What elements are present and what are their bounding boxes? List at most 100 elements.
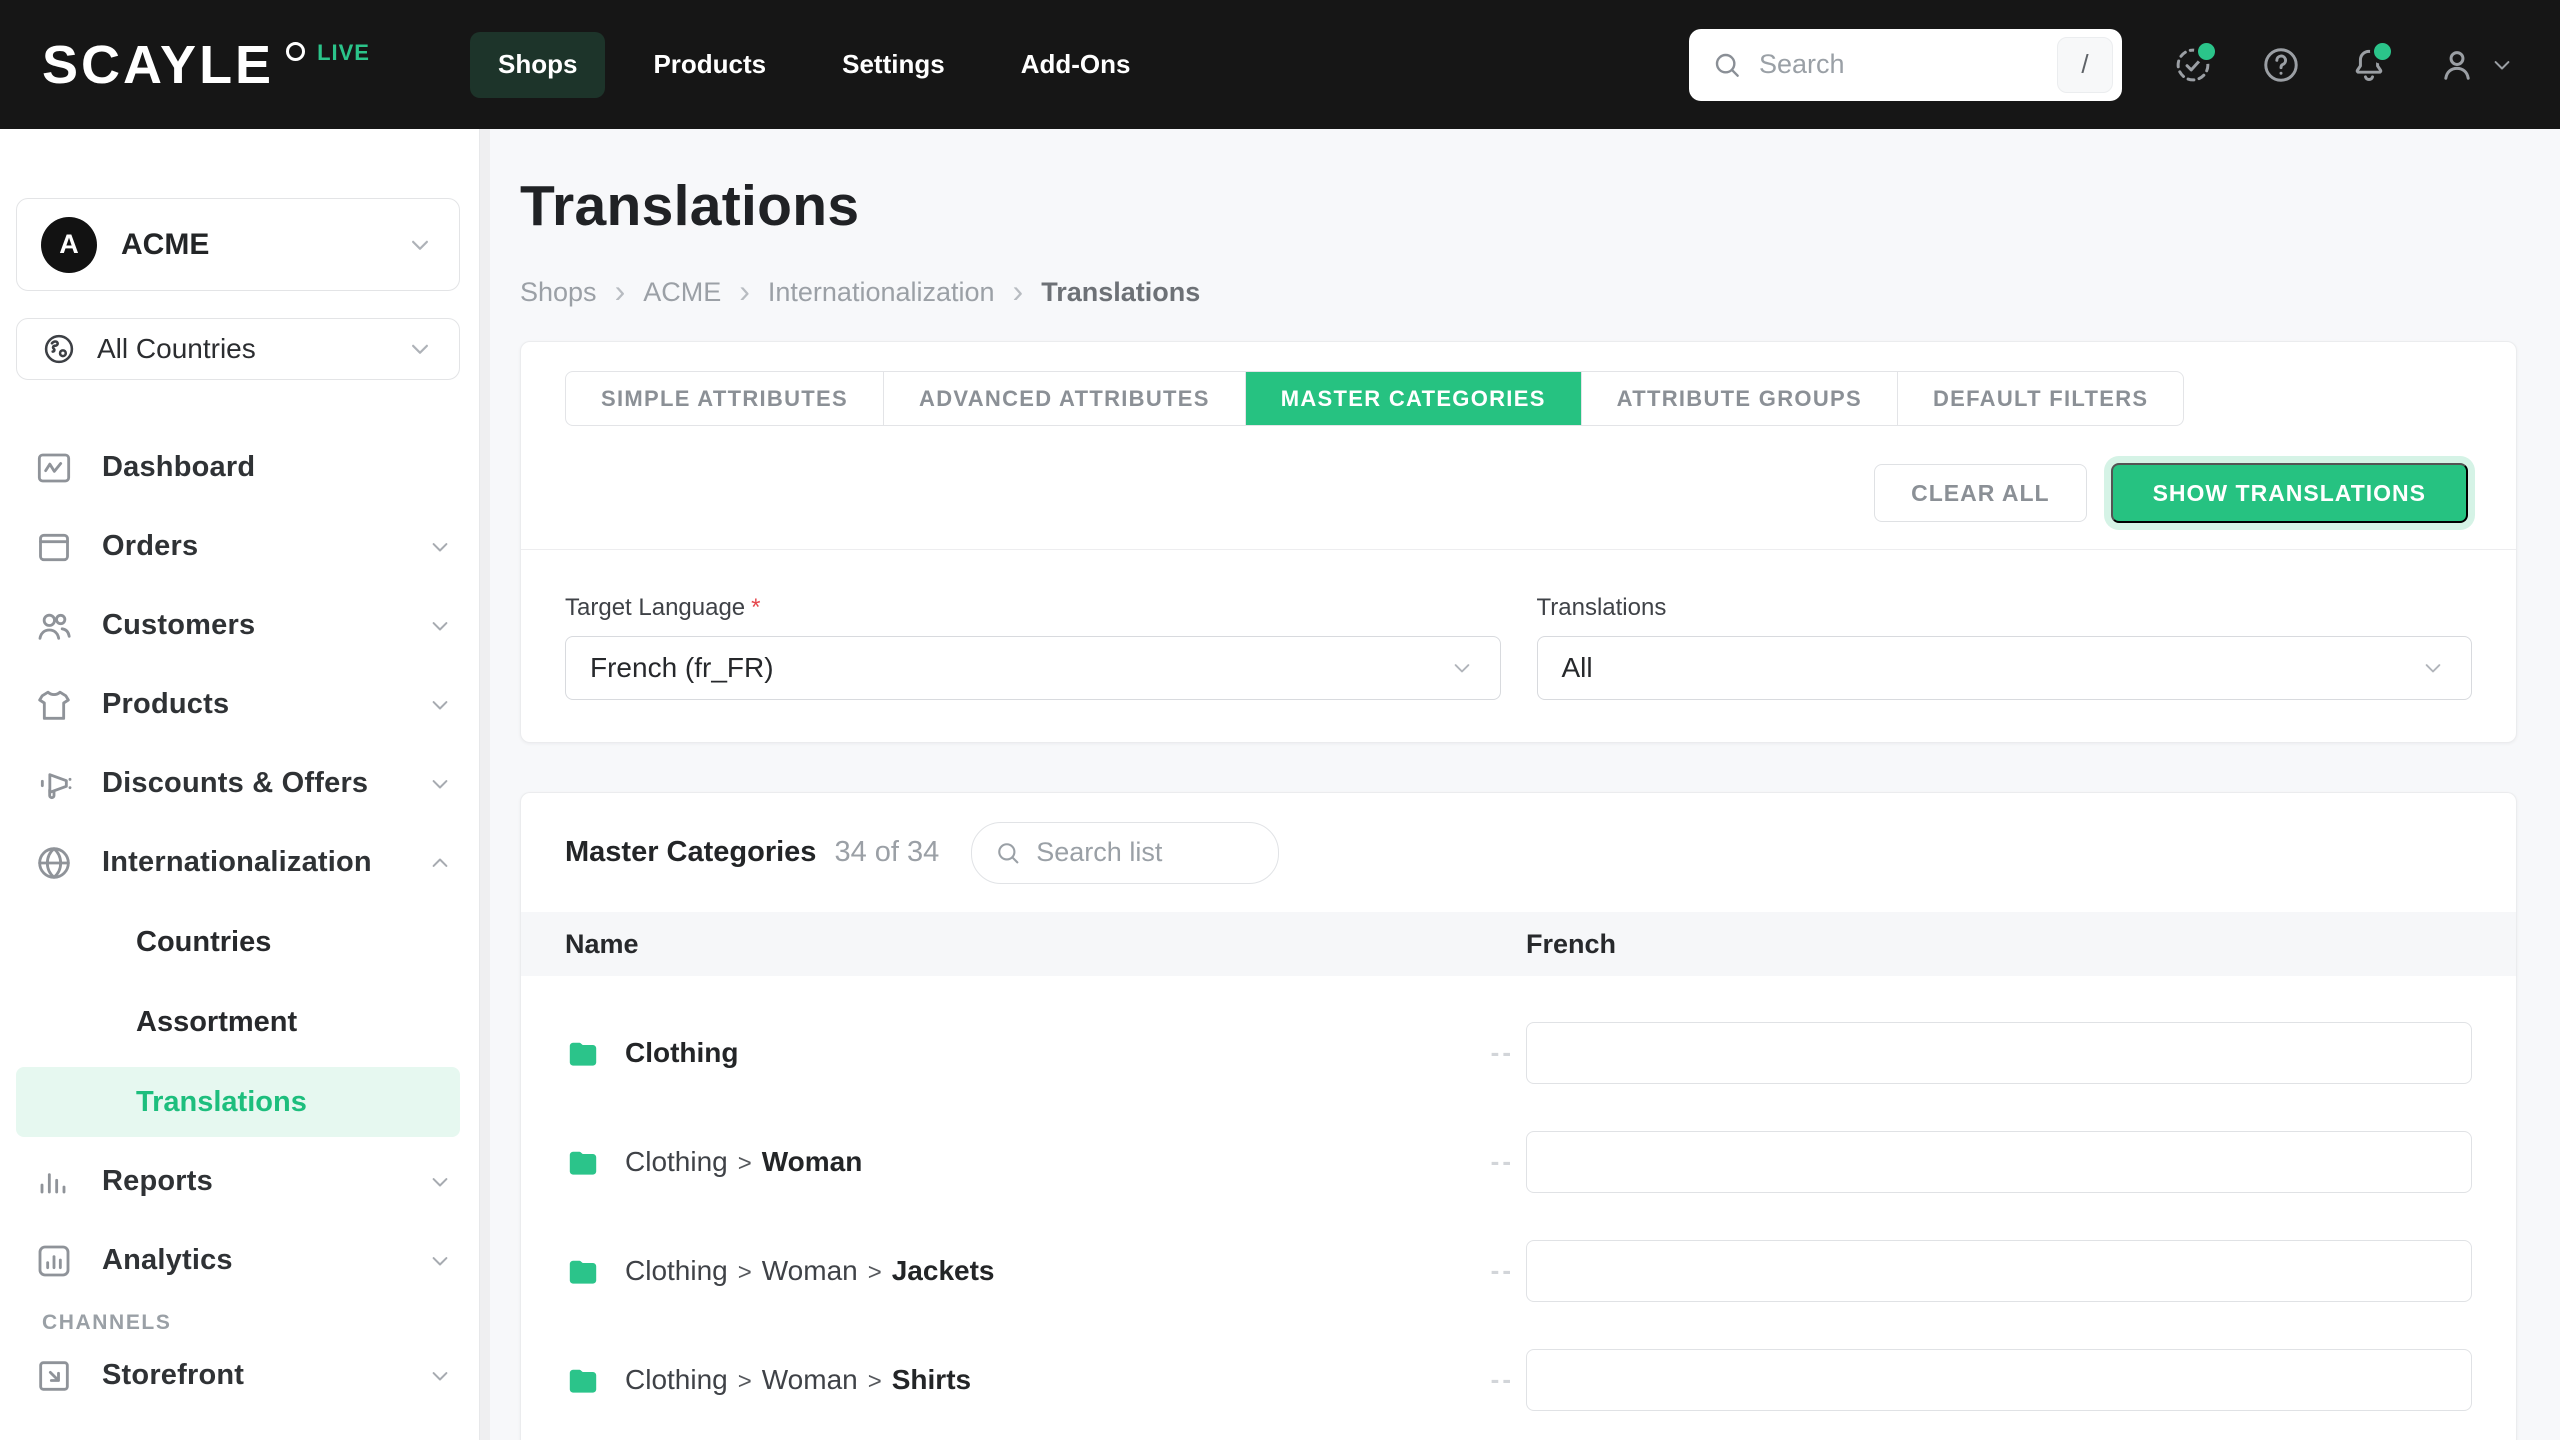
topnav-item-products[interactable]: Products [653, 49, 767, 79]
breadcrumb: Shops › ACME › Internationalization › Translat… [520, 275, 2517, 308]
list-count: 34 of 34 [834, 836, 940, 869]
storefront-icon [34, 1356, 74, 1396]
chevron-down-icon [426, 1362, 454, 1390]
discounts-icon [34, 764, 74, 804]
translations-filter-select[interactable]: All [1536, 636, 2472, 701]
topnav-item-add-ons[interactable]: Add-Ons [1020, 49, 1131, 79]
target-language-label: Target Language * [565, 594, 761, 622]
filter-actions: CLEAR ALL SHOW TRANSLATIONS [521, 426, 2516, 524]
tab-master-categories[interactable]: MASTER CATEGORIES [1244, 372, 1581, 426]
chevron-down-icon [426, 691, 454, 719]
orders-icon [34, 527, 74, 567]
filter-fields: Target Language * French (fr_FR) Translat… [521, 550, 2516, 742]
list-search[interactable] [971, 821, 1280, 884]
breadcrumb-item-internationalization[interactable]: Internationalization [767, 277, 995, 308]
products-icon [34, 685, 74, 725]
country-selector[interactable]: All Countries [16, 318, 460, 380]
tab-default-filters[interactable]: DEFAULT FILTERS [1896, 372, 2183, 426]
live-badge: LIVE [317, 39, 370, 65]
sidebar-item-label: Internationalization [102, 846, 372, 878]
page-title: Translations [520, 174, 860, 238]
notification-dot-badge [2194, 38, 2219, 64]
translations-filter-field: Translations All [1536, 594, 2472, 701]
path-separator: > [737, 1367, 752, 1395]
analytics-icon [34, 1241, 74, 1281]
show-translations-button[interactable]: SHOW TRANSLATIONS [2110, 463, 2468, 524]
user-menu[interactable] [2436, 44, 2516, 86]
logo-registered-mark-icon [286, 41, 306, 61]
breadcrumb-item-shops[interactable]: Shops [520, 277, 597, 308]
table-row: Clothing > Woman > Jackets -- [521, 1216, 2516, 1325]
target-language-select[interactable]: French (fr_FR) [565, 636, 1501, 701]
sidebar-item-analytics[interactable]: Analytics [0, 1221, 490, 1300]
sidebar: A ACME All Countries Dashboard Orders Cust… [0, 129, 490, 1440]
shop-avatar: A [41, 216, 97, 273]
path-segment: Woman [761, 1254, 858, 1286]
chevron-down-icon [426, 1168, 454, 1196]
table-row: Clothing > Woman > Shirts -- [521, 1325, 2516, 1434]
search-icon [998, 842, 1019, 864]
divider [521, 549, 2516, 551]
chevron-down-icon [2488, 51, 2516, 79]
breadcrumb-item-acme[interactable]: ACME [643, 277, 722, 308]
sidebar-item-products[interactable]: Products [0, 665, 490, 744]
sidebar-item-dashboard[interactable]: Dashboard [0, 428, 490, 507]
target-language-value: French (fr_FR) [590, 652, 774, 684]
translation-input[interactable] [1526, 1348, 2472, 1411]
list-title: Master Categories [565, 836, 817, 869]
empty-translation-indicator: -- [1490, 1037, 1514, 1068]
category-name-cell: Clothing > Woman > Jackets [565, 1253, 1482, 1289]
translations-filter-card: SIMPLE ATTRIBUTES ADVANCED ATTRIBUTES MAST… [520, 341, 2517, 744]
translation-input[interactable] [1526, 1021, 2472, 1084]
folder-icon [565, 1144, 601, 1180]
list-search-input[interactable] [1034, 836, 1257, 870]
translation-input[interactable] [1526, 1239, 2472, 1302]
translations-filter-value: All [1561, 652, 1593, 684]
sidebar-item-label: Storefront [102, 1359, 245, 1391]
scayle-logo[interactable]: SCAYLE LIVE [42, 38, 370, 92]
folder-icon [565, 1253, 601, 1289]
path-separator: > [867, 1367, 882, 1395]
sidebar-item-label: Analytics [102, 1244, 233, 1276]
notifications-icon[interactable] [2348, 38, 2395, 86]
folder-icon [565, 1035, 601, 1071]
sidebar-item-discounts-offers[interactable]: Discounts & Offers [0, 744, 490, 823]
sidebar-item-storefront[interactable]: Storefront [0, 1336, 490, 1415]
path-segment: Jackets [891, 1254, 995, 1286]
status-icon[interactable] [2172, 38, 2219, 86]
user-menu-icon [2436, 44, 2478, 86]
path-segment: Woman [761, 1145, 863, 1177]
category-path: Clothing [625, 1037, 739, 1069]
path-separator: > [867, 1258, 882, 1286]
search-input[interactable] [1757, 48, 2043, 81]
tab-advanced-attributes[interactable]: ADVANCED ATTRIBUTES [883, 372, 1245, 426]
sidebar-item-reports[interactable]: Reports [0, 1142, 490, 1221]
translation-input[interactable] [1526, 1130, 2472, 1193]
sidebar-item-internationalization[interactable]: Internationalization [0, 823, 490, 902]
sidebar-item-label: Orders [102, 530, 199, 562]
sidebar-subitem-translations[interactable]: Translations [16, 1067, 460, 1137]
path-segment: Woman [761, 1363, 858, 1395]
sidebar-item-orders[interactable]: Orders [0, 507, 490, 586]
sidebar-item-customers[interactable]: Customers [0, 586, 490, 665]
help-icon[interactable] [2260, 44, 2302, 86]
column-french: French [1526, 928, 1617, 959]
sidebar-subitem-countries[interactable]: Countries [136, 925, 272, 958]
category-path: Clothing > Woman > Shirts [625, 1364, 971, 1396]
topnav-item-settings[interactable]: Settings [842, 49, 945, 79]
target-language-field: Target Language * French (fr_FR) [565, 594, 1501, 701]
empty-translation-indicator: -- [1490, 1146, 1514, 1177]
chevron-down-icon [426, 770, 454, 798]
clear-all-button[interactable]: CLEAR ALL [1874, 464, 2087, 523]
topnav-item-shops[interactable]: Shops [469, 31, 606, 98]
topbar-nav: Shops Products Settings Add-Ons [469, 31, 1158, 98]
tab-attribute-groups[interactable]: ATTRIBUTE GROUPS [1580, 372, 1897, 426]
tab-simple-attributes[interactable]: SIMPLE ATTRIBUTES [601, 385, 848, 411]
folder-icon [565, 1362, 601, 1398]
global-search[interactable]: / [1689, 28, 2122, 101]
table-row: Clothing > Woman -- [521, 1107, 2516, 1216]
sidebar-subitem-assortment[interactable]: Assortment [136, 1005, 298, 1038]
shop-selector[interactable]: A ACME [16, 198, 460, 291]
path-segment: Clothing [625, 1363, 728, 1395]
